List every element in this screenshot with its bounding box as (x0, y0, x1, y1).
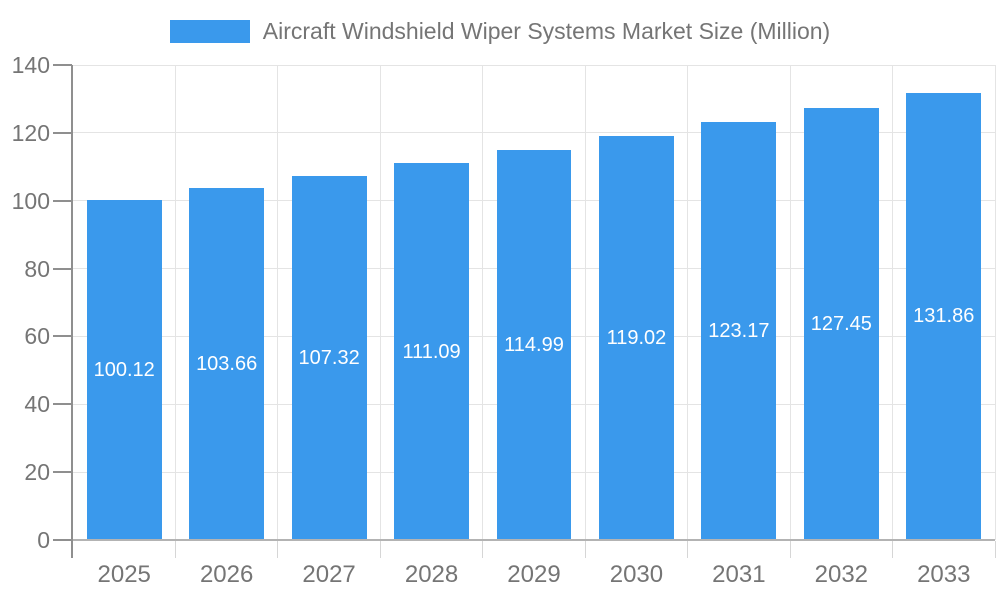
y-axis-tick (53, 539, 72, 541)
y-axis-tick-label: 80 (24, 255, 50, 282)
x-gridline (584, 65, 586, 540)
y-axis-tick (53, 335, 72, 338)
y-axis-tick (53, 64, 72, 66)
y-axis-tick (53, 131, 72, 134)
x-axis-category-label: 2029 (507, 561, 561, 588)
x-gridline (277, 65, 279, 540)
x-gridline (892, 65, 894, 540)
bar-2033[interactable] (906, 92, 982, 540)
x-axis-category-label: 2026 (199, 561, 254, 588)
x-axis-line (73, 539, 995, 541)
x-axis-tick (789, 541, 791, 558)
y-axis-tick-label: 140 (11, 52, 50, 78)
bar-2027[interactable] (291, 175, 367, 540)
x-gridline (789, 65, 791, 540)
y-axis-tick-label: 20 (24, 459, 50, 486)
y-gridline (73, 64, 995, 66)
x-gridline (379, 65, 381, 540)
y-axis-tick (53, 199, 72, 202)
x-axis-category-label: 2032 (814, 561, 869, 588)
x-axis-tick (482, 541, 484, 558)
x-axis-category-label: 2027 (302, 561, 356, 588)
x-axis-tick (277, 541, 279, 558)
bar-2028[interactable] (394, 163, 469, 540)
x-axis-category-label: 2031 (712, 561, 766, 588)
y-axis-tick (53, 267, 72, 270)
bar-2029[interactable] (496, 149, 572, 540)
bar-2031[interactable] (701, 122, 777, 540)
bar-2030[interactable] (599, 136, 674, 540)
x-gridline (687, 65, 689, 540)
bar-2025[interactable] (86, 200, 162, 540)
y-axis-tick-label: 120 (11, 119, 50, 146)
y-axis-tick-label: 100 (11, 187, 50, 214)
y-gridline (73, 132, 995, 134)
legend-label: Aircraft Windshield Wiper Systems Market… (262, 18, 831, 44)
y-axis-tick (53, 403, 72, 406)
bar-2032[interactable] (803, 107, 879, 540)
legend-swatch (169, 19, 250, 43)
x-gridline (994, 65, 996, 540)
x-axis-tick (584, 541, 586, 558)
x-axis-tick (994, 541, 996, 558)
x-axis-tick (174, 541, 176, 558)
plot-area: 100.12 103.66 107.32 111.09 114.99 119.02 123.… (73, 64, 996, 540)
x-gridline (174, 65, 176, 540)
x-axis-category-label: 2028 (404, 561, 459, 588)
y-axis-line (71, 65, 73, 558)
x-axis-tick (379, 541, 381, 558)
x-axis-category-label: 2030 (609, 561, 664, 588)
y-axis-tick-label: 0 (37, 527, 50, 553)
chart-legend[interactable]: Aircraft Windshield Wiper Systems Market… (0, 16, 1000, 46)
x-axis-category-label: 2033 (917, 561, 971, 588)
y-axis-tick-label: 40 (24, 391, 50, 418)
y-axis-tick-label: 60 (24, 323, 50, 350)
x-gridline (482, 65, 484, 540)
x-axis-tick (892, 541, 894, 558)
x-axis-category-label: 2025 (97, 561, 151, 588)
y-axis-tick (53, 471, 72, 474)
bar-2026[interactable] (189, 188, 265, 540)
x-axis-tick (687, 541, 689, 558)
